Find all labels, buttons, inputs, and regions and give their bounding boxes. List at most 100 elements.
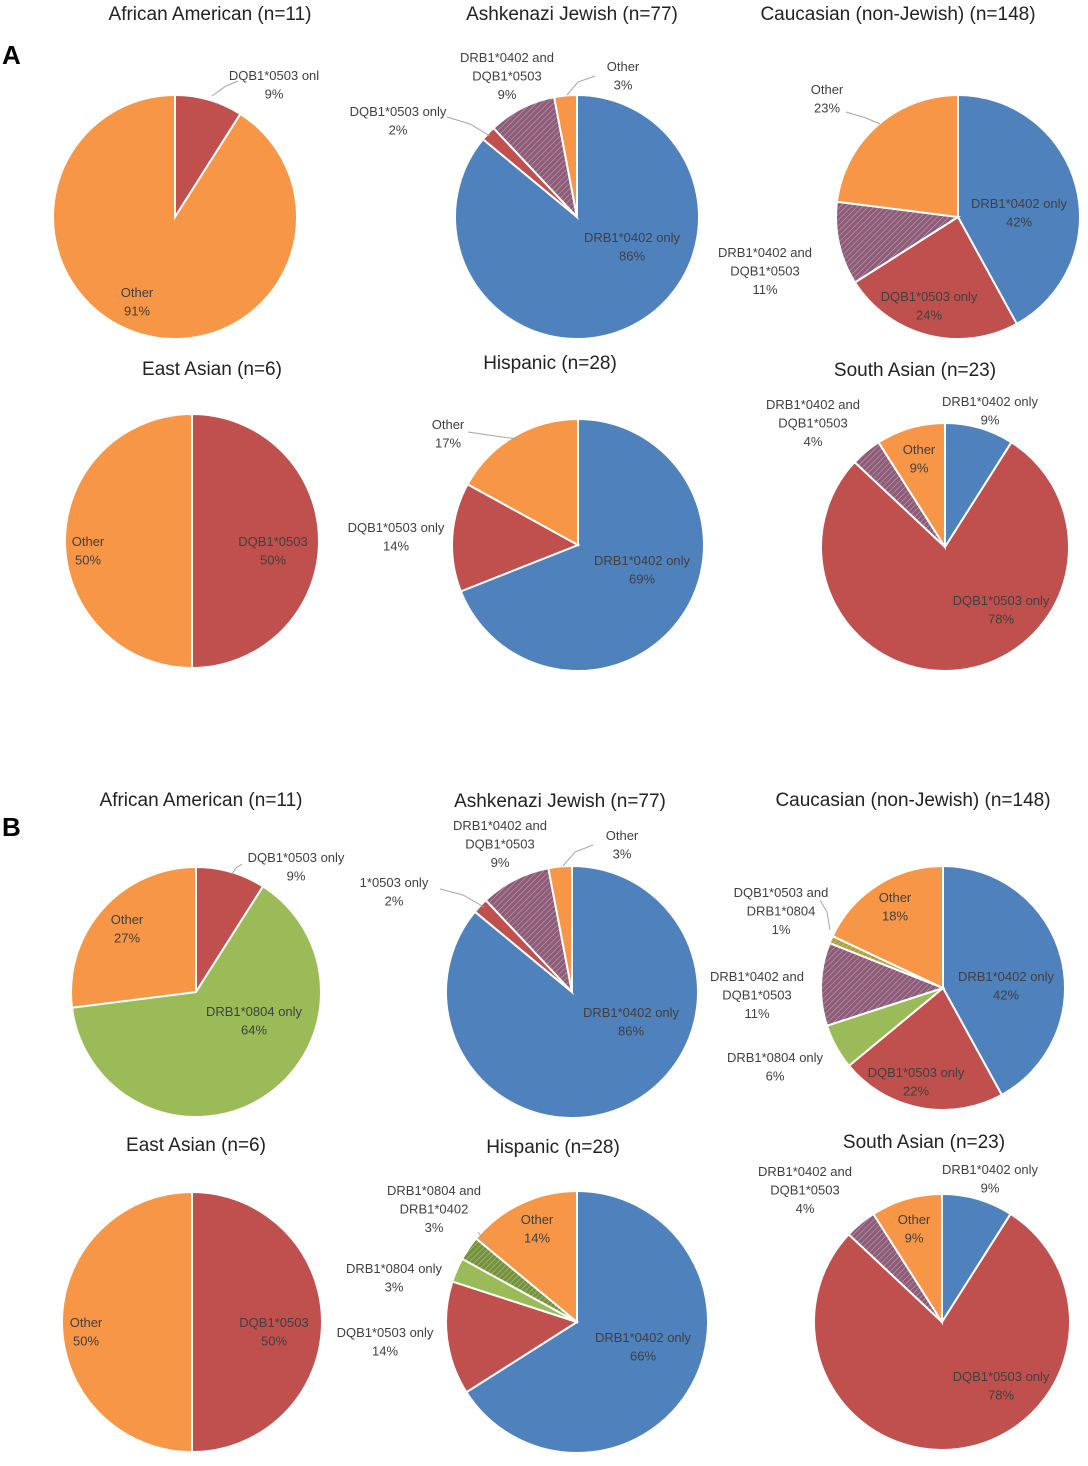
- slice-label-value: 3%: [425, 1220, 444, 1235]
- slice-label-value: 9%: [498, 87, 517, 102]
- slice-label-name: DQB1*0503 only: [953, 1369, 1050, 1384]
- slice-label-name: DRB1*0402: [400, 1202, 469, 1217]
- slice-label-name: DRB1*0402 and: [710, 969, 804, 984]
- slice-label: DRB1*0402 and DQB1*0503 11%: [710, 969, 804, 1021]
- pie-slice-drb1-0402-only: [957, 93, 1081, 326]
- slice-label-value: 9%: [905, 1231, 924, 1246]
- chart-title: Caucasian (non-Jewish) (n=148): [760, 4, 1035, 25]
- slice-label-name: Other: [903, 442, 936, 457]
- slice-label-name: Other: [70, 1315, 103, 1330]
- slice-label: DRB1*0402 and DQB1*0503 4%: [758, 1164, 852, 1216]
- slice-label: DRB1*0804 only 64%: [206, 1004, 303, 1038]
- slice-label-name: Other: [72, 534, 105, 549]
- slice-label: Other 9%: [898, 1212, 931, 1246]
- slice-label: DQB1*0503 only 78%: [953, 1369, 1050, 1403]
- slice-label: DRB1*0402 and DQB1*0503 4%: [766, 397, 860, 449]
- pie-chart-ashkenazi-jewish-n-77: Ashkenazi Jewish (n=77) DRB1*0402 only 86%…: [350, 4, 700, 340]
- chart-title: Caucasian (non-Jewish) (n=148): [775, 790, 1050, 811]
- slice-label-name: DRB1*0402 only: [583, 1005, 680, 1020]
- slice-label-name: DRB1*0402 and: [453, 818, 547, 833]
- slice-label-name: DQB1*0503 only: [881, 289, 978, 304]
- slice-label: DQB1*0503 only 24%: [881, 289, 978, 323]
- pie-chart-east-asian-n-6: East Asian (n=6) DQB1*0503 50% Other 50%: [64, 359, 320, 670]
- pie-slice-other: [835, 93, 959, 219]
- slice-label-name: DQB1*0503 and: [734, 885, 829, 900]
- pie-slice-dqb1-0503-only: [853, 215, 1019, 340]
- slice-label-value: 9%: [981, 1181, 1000, 1196]
- chart-title: South Asian (n=23): [843, 1132, 1005, 1153]
- slice-label-value: 86%: [618, 1024, 644, 1039]
- leader-line: [819, 899, 831, 931]
- leader-line: [845, 111, 881, 125]
- pie-slice-drb1-0402-and-dqb1-0503: [820, 941, 946, 1027]
- slice-label-name: DRB1*0804 and: [387, 1183, 481, 1198]
- leader-line: [231, 863, 243, 875]
- slice-label-name: DRB1*0804 only: [206, 1004, 303, 1019]
- slice-label-value: 9%: [491, 855, 510, 870]
- slice-label-name: DRB1*0402 only: [958, 969, 1055, 984]
- slice-label-value: 78%: [988, 1388, 1014, 1403]
- pie-chart-south-asian-n-23: South Asian (n=23) DRB1*0402 only 9% DQB1*0…: [758, 1132, 1071, 1451]
- leader-line: [211, 80, 239, 97]
- chart-title: East Asian (n=6): [142, 359, 282, 380]
- pie-slice-other: [70, 865, 197, 1009]
- leader-line: [446, 116, 491, 137]
- pie-slice-dqb1-0503-only: [451, 482, 581, 593]
- slice-label: DRB1*0402 only 42%: [971, 196, 1068, 230]
- pie-chart-east-asian-n-6: East Asian (n=6) DQB1*0503 50% Other 50%: [61, 1135, 323, 1454]
- slice-label-name: DQB1*0503 only: [953, 593, 1050, 608]
- slice-label-name: Other: [606, 828, 639, 843]
- slice-label: DRB1*0402 and DQB1*0503 9%: [453, 818, 547, 870]
- slice-label: DRB1*0402 and DQB1*0503 9%: [460, 50, 554, 102]
- pie-slice-other: [61, 1190, 193, 1454]
- slice-label-value: 18%: [882, 909, 908, 924]
- slice-label-value: 27%: [114, 931, 140, 946]
- slice-label: Other 9%: [903, 442, 936, 476]
- pie-slice-other: [474, 1189, 578, 1325]
- slice-label-name: DQB1*0503: [465, 837, 534, 852]
- slice-label-name: DRB1*0402 only: [584, 230, 681, 245]
- slice-label-value: 11%: [744, 1006, 769, 1021]
- slice-label: Other 14%: [521, 1212, 554, 1246]
- chart-title: African American (n=11): [100, 790, 303, 811]
- slice-label: Other 18%: [879, 890, 912, 924]
- pie-chart-ashkenazi-jewish-n-77: Ashkenazi Jewish (n=77) DRB1*0402 only 86%…: [360, 791, 699, 1119]
- slice-label-name: DRB1*0402 only: [942, 394, 1039, 409]
- slice-label: Other 50%: [72, 534, 105, 568]
- slice-label-name: DQB1*0503 only: [248, 850, 345, 865]
- slice-label: Other 23%: [811, 82, 844, 116]
- slice-label-name: DQB1*0503 only: [350, 104, 447, 119]
- slice-label-value: 42%: [1006, 215, 1032, 230]
- slice-label-value: 50%: [261, 1334, 287, 1349]
- slice-label-name: DRB1*0402 only: [971, 196, 1068, 211]
- slice-label-name: DRB1*0402 and: [766, 397, 860, 412]
- slice-label-value: 66%: [630, 1349, 656, 1364]
- slice-label-value: 4%: [804, 434, 823, 449]
- slice-label-name: DQB1*0503 only: [337, 1325, 434, 1340]
- slice-label-name: DRB1*0804: [747, 904, 816, 919]
- slice-label-value: 9%: [981, 413, 1000, 428]
- slice-label-name: Other: [879, 890, 912, 905]
- slice-label-name: DRB1*0402 and: [718, 245, 812, 260]
- pie-slice-other: [466, 417, 579, 547]
- slice-label-name: DRB1*0402 and: [460, 50, 554, 65]
- pie-slice-other: [872, 1192, 943, 1326]
- slice-label-value: 69%: [629, 572, 655, 587]
- slice-label-name: DQB1*0503: [238, 534, 307, 549]
- pie-slice-drb1-0804-only: [70, 885, 322, 1118]
- slice-label-value: 50%: [73, 1334, 99, 1349]
- slice-label-name: DQB1*0503: [722, 988, 791, 1003]
- pie-slice-dqb1-0503: [191, 1190, 323, 1454]
- chart-title: South Asian (n=23): [834, 360, 996, 381]
- slice-label-name: DRB1*0402 and: [758, 1164, 852, 1179]
- slice-label-value: 9%: [265, 87, 284, 102]
- slice-label-name: Other: [121, 285, 154, 300]
- panel-letter: B: [2, 812, 21, 842]
- slice-label-name: DQB1*0503: [770, 1183, 839, 1198]
- slice-label-value: 14%: [372, 1344, 398, 1359]
- slice-label-value: 4%: [796, 1201, 815, 1216]
- chart-title: Ashkenazi Jewish (n=77): [466, 4, 678, 25]
- slice-label-name: DQB1*0503: [239, 1315, 308, 1330]
- pie-chart-hispanic-n-28: Hispanic (n=28) DRB1*0402 only 66% DQB1*050…: [337, 1137, 709, 1454]
